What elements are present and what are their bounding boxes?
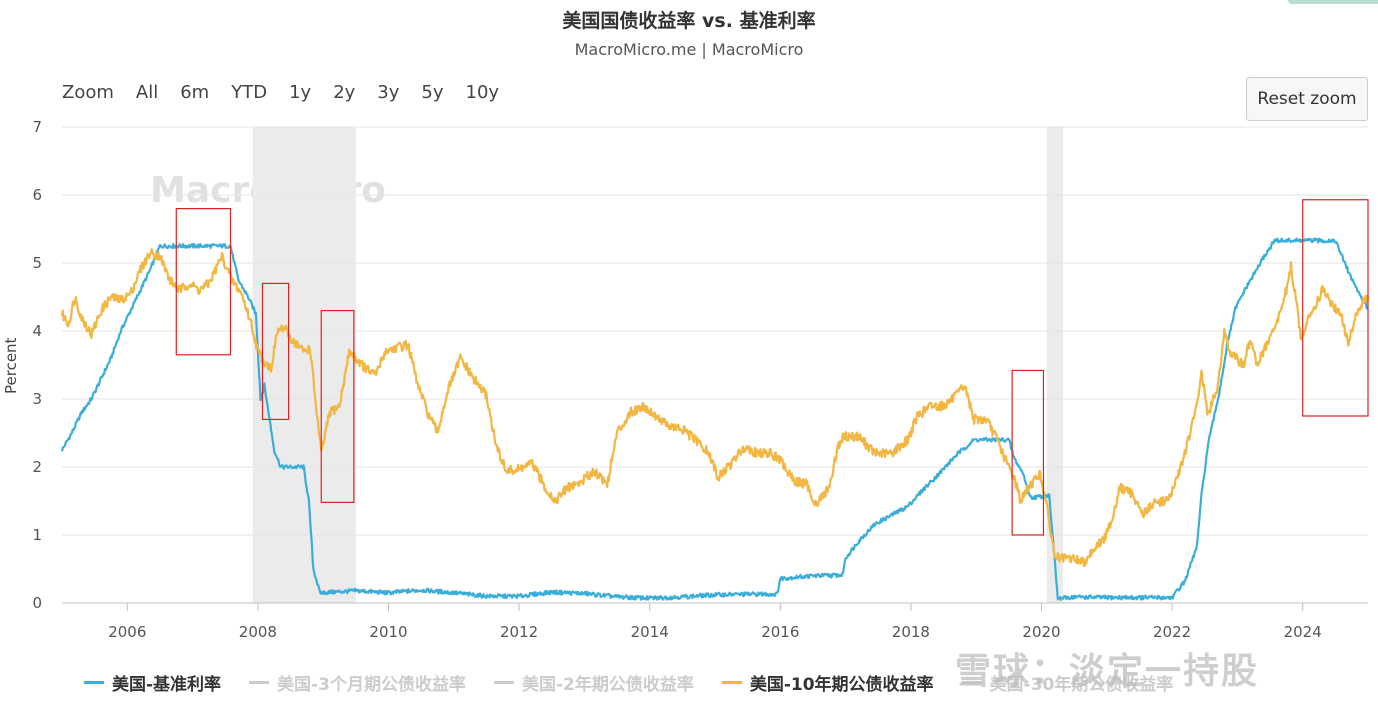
range-button-6m[interactable]: 6m: [180, 82, 210, 103]
range-selector: Zoom All 6m YTD 1y 2y 3y 5y 10y: [62, 82, 521, 103]
chart-subtitle: MacroMicro.me | MacroMicro: [574, 40, 804, 59]
legend-swatch-2y-yield: [493, 681, 514, 684]
x-tick-label: 2014: [631, 623, 669, 641]
annotation-box-2: [320, 310, 355, 503]
legend-item-30y-yield[interactable]: 美国-30年期公债收益率: [961, 670, 1174, 695]
annotation-box-3: [1011, 369, 1045, 536]
y-tick-label: 1: [32, 526, 42, 544]
range-button-10y[interactable]: 10y: [465, 82, 500, 103]
legend-label-3m-yield: 美国-3个月期公债收益率: [277, 675, 466, 695]
reset-zoom-button[interactable]: Reset zoom: [1246, 77, 1368, 121]
annotation-box-0: [175, 208, 232, 356]
series-line-fed-rate: [60, 237, 1369, 601]
range-button-all[interactable]: All: [135, 82, 159, 103]
x-tick-label: 2010: [369, 623, 407, 641]
legend-item-3m-yield[interactable]: 美国-3个月期公债收益率: [249, 670, 466, 695]
xueqiu-watermark: 雪球：淡定一持股: [955, 651, 1260, 692]
legend-label-10y-yield: 美国-10年期公债收益率: [749, 675, 934, 695]
x-tick-label: 2024: [1284, 623, 1322, 641]
y-tick-label: 3: [32, 390, 42, 408]
chart-legend: 美国-基准利率 美国-3个月期公债收益率 美国-2年期公债收益率 美国-10年期…: [84, 670, 1201, 695]
x-tick-label: 2016: [761, 623, 799, 641]
y-tick-label: 5: [32, 254, 42, 272]
legend-label-2y-yield: 美国-2年期公债收益率: [521, 675, 694, 695]
legend-swatch-30y-yield: [961, 681, 982, 684]
legend-label-fed-rate: 美国-基准利率: [112, 675, 222, 695]
legend-item-10y-yield[interactable]: 美国-10年期公债收益率: [721, 670, 934, 695]
range-button-ytd[interactable]: YTD: [231, 82, 268, 103]
range-button-2y[interactable]: 2y: [333, 82, 356, 103]
legend-item-fed-rate[interactable]: 美国-基准利率: [84, 670, 221, 695]
range-button-1y[interactable]: 1y: [289, 82, 312, 103]
x-tick-label: 2020: [1022, 623, 1060, 641]
legend-label-30y-yield: 美国-30年期公债收益率: [989, 675, 1174, 695]
x-tick-label: 2018: [892, 623, 930, 641]
y-tick-label: 7: [32, 118, 42, 136]
y-tick-label: 2: [32, 458, 42, 476]
legend-swatch-3m-yield: [249, 681, 270, 684]
series-line-10y-yield: [60, 248, 1370, 567]
chart-title: 美国国债收益率 vs. 基准利率: [562, 10, 816, 32]
legend-swatch-10y-yield: [721, 681, 742, 684]
recession-band-1: [1046, 127, 1064, 603]
legend-swatch-fed-rate: [84, 681, 104, 684]
x-tick-label: 2006: [108, 623, 146, 641]
annotation-box-1: [261, 282, 290, 420]
range-button-3y[interactable]: 3y: [377, 82, 400, 103]
legend-item-2y-yield[interactable]: 美国-2年期公债收益率: [493, 670, 694, 695]
y-tick-label: 6: [32, 186, 42, 204]
y-tick-label: 0: [32, 594, 42, 612]
zoom-label: Zoom: [62, 82, 114, 103]
top-accent-bar: [1288, 0, 1378, 4]
x-tick-label: 2012: [500, 623, 538, 641]
x-tick-label: 2022: [1153, 623, 1191, 641]
y-tick-label: 4: [32, 322, 42, 340]
annotation-box-4: [1302, 199, 1369, 417]
x-tick-label: 2008: [239, 623, 277, 641]
range-button-5y[interactable]: 5y: [421, 82, 444, 103]
